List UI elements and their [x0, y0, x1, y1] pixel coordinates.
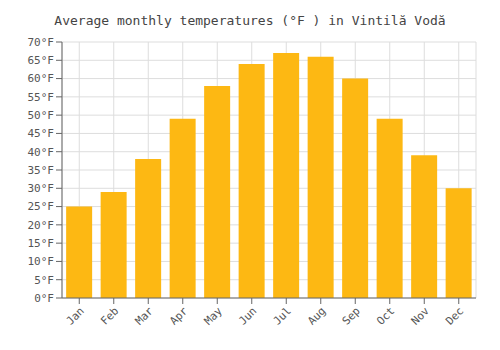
svg-text:Sep: Sep — [340, 304, 363, 327]
svg-text:40°F: 40°F — [28, 146, 55, 159]
svg-text:5°F: 5°F — [34, 274, 54, 287]
svg-text:20°F: 20°F — [28, 219, 55, 232]
svg-text:Apr: Apr — [167, 304, 191, 328]
svg-text:Dec: Dec — [443, 304, 466, 327]
svg-text:0°F: 0°F — [34, 292, 54, 305]
svg-text:Oct: Oct — [374, 304, 397, 327]
html-text:Average monthly temperatures (: Average monthly temperatures (°F ) in Vi… — [54, 13, 446, 28]
svg-text:60°F: 60°F — [28, 72, 55, 85]
svg-text:35°F: 35°F — [28, 164, 55, 177]
svg-text:Nov: Nov — [409, 304, 433, 328]
svg-text:50°F: 50°F — [28, 109, 55, 122]
svg-text:Jul: Jul — [271, 304, 294, 327]
svg-text:Feb: Feb — [98, 304, 121, 327]
svg-text:10°F: 10°F — [28, 255, 55, 268]
svg-text:Aug: Aug — [305, 304, 328, 327]
svg-text:15°F: 15°F — [28, 237, 55, 250]
svg-text:55°F: 55°F — [28, 91, 55, 104]
svg-text:Mar: Mar — [133, 304, 157, 328]
svg-text:25°F: 25°F — [28, 200, 55, 213]
svg-text:30°F: 30°F — [28, 182, 55, 195]
svg-text:Jun: Jun — [236, 304, 259, 327]
svg-text:70°F: 70°F — [28, 36, 55, 49]
svg-text:Jan: Jan — [64, 304, 87, 327]
svg-text:45°F: 45°F — [28, 127, 55, 140]
svg-text:May: May — [202, 304, 226, 328]
svg-text:65°F: 65°F — [28, 54, 55, 67]
